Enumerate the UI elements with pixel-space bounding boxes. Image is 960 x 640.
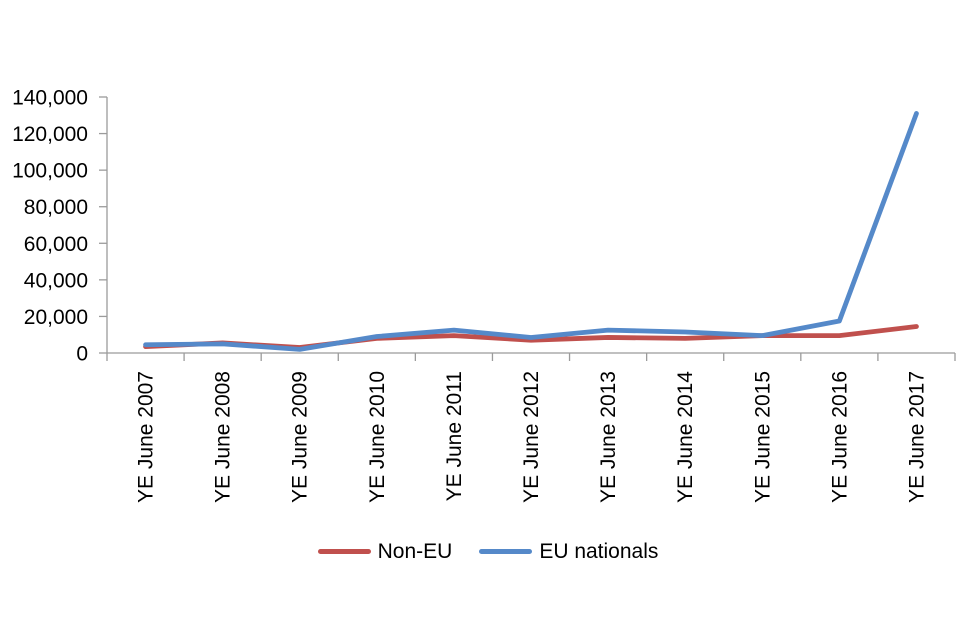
legend-label-eu-nationals: EU nationals: [539, 539, 659, 563]
y-tick-label: 20,000: [24, 306, 88, 329]
y-tick-label: 80,000: [24, 196, 88, 219]
x-tick-label: YE June 2012: [520, 371, 543, 503]
x-tick-label: YE June 2013: [597, 371, 620, 503]
chart-legend: Non-EU EU nationals: [8, 537, 960, 565]
series-line-eu-nationals: [143, 111, 919, 352]
eu-nationals-line-swatch: [479, 548, 533, 554]
y-tick-label: 60,000: [24, 233, 88, 256]
x-tick-label: YE June 2011: [443, 371, 466, 501]
y-tick-label: 140,000: [12, 87, 88, 110]
legend-item-non-eu: Non-EU: [317, 539, 453, 563]
x-tick-label: YE June 2017: [905, 371, 928, 503]
legend-item-eu-nationals: EU nationals: [479, 541, 658, 562]
x-tick-label: YE June 2008: [212, 371, 235, 503]
y-tick-label: 120,000: [12, 123, 88, 146]
y-tick-label: 100,000: [12, 160, 88, 183]
x-tick-label: YE June 2014: [674, 371, 697, 503]
y-tick-label: 0: [76, 343, 88, 366]
x-tick-label: YE June 2010: [366, 371, 389, 503]
legend-label-non-eu: Non-EU: [377, 539, 453, 563]
x-tick-label: YE June 2007: [135, 371, 158, 503]
y-tick-label: 40,000: [24, 269, 88, 292]
x-tick-label: YE June 2009: [289, 371, 312, 503]
x-tick-label: YE June 2015: [751, 371, 774, 503]
non-eu-line-swatch: [317, 548, 371, 554]
x-tick-label: YE June 2016: [828, 371, 851, 503]
